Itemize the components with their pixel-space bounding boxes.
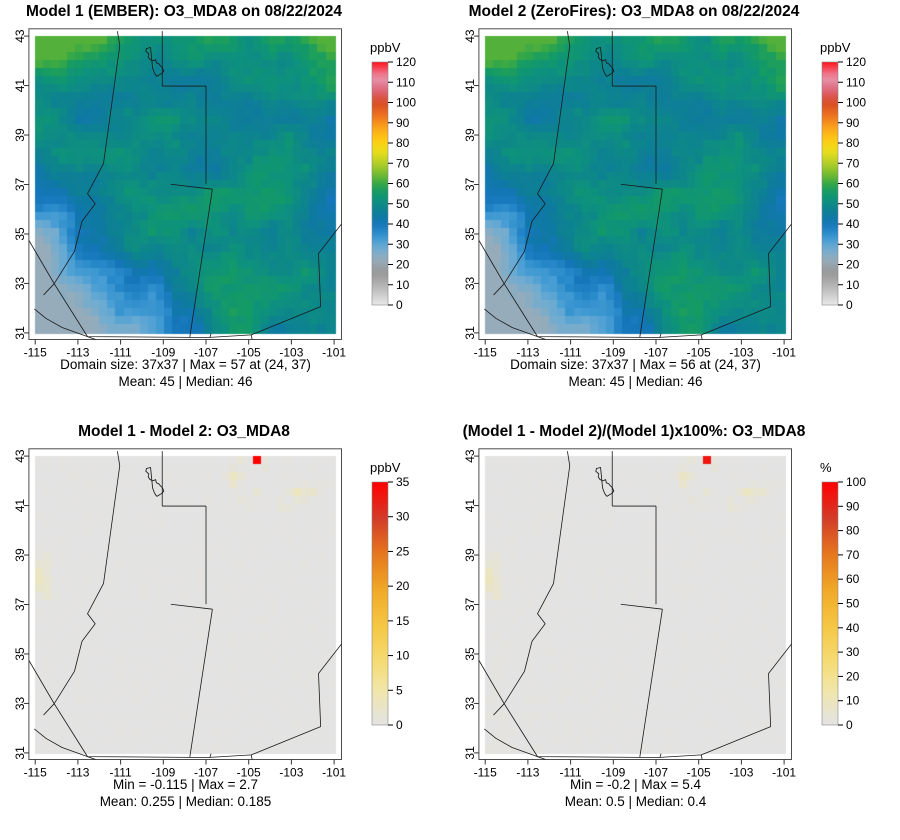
svg-text:0: 0: [846, 298, 853, 312]
svg-text:20: 20: [846, 258, 860, 272]
svg-text:70: 70: [396, 156, 410, 170]
svg-text:ppbV: ppbV: [370, 40, 401, 55]
svg-text:ppbV: ppbV: [820, 40, 851, 55]
svg-text:80: 80: [846, 136, 860, 150]
svg-text:5: 5: [396, 683, 403, 697]
svg-text:30: 30: [846, 237, 860, 251]
svg-text:80: 80: [396, 136, 410, 150]
svg-text:120: 120: [846, 55, 866, 69]
svg-text:0: 0: [846, 718, 853, 732]
svg-text:%: %: [820, 460, 832, 475]
svg-text:30: 30: [396, 510, 410, 524]
svg-text:0: 0: [396, 718, 403, 732]
svg-text:40: 40: [396, 217, 410, 231]
svg-text:60: 60: [396, 177, 410, 191]
svg-text:70: 70: [846, 156, 860, 170]
svg-text:110: 110: [846, 75, 865, 89]
svg-text:30: 30: [396, 237, 410, 251]
svg-text:70: 70: [846, 548, 860, 562]
svg-text:40: 40: [846, 217, 860, 231]
svg-text:30: 30: [846, 645, 860, 659]
svg-text:20: 20: [396, 258, 410, 272]
svg-text:0: 0: [396, 298, 403, 312]
svg-text:ppbV: ppbV: [370, 460, 401, 475]
svg-text:10: 10: [846, 694, 860, 708]
svg-text:90: 90: [846, 499, 860, 513]
svg-text:35: 35: [396, 475, 410, 489]
svg-text:80: 80: [846, 524, 860, 538]
svg-text:90: 90: [396, 116, 410, 130]
svg-text:110: 110: [396, 75, 415, 89]
svg-text:100: 100: [396, 96, 416, 110]
svg-text:25: 25: [396, 544, 410, 558]
svg-text:100: 100: [846, 475, 866, 489]
svg-text:60: 60: [846, 177, 860, 191]
svg-text:15: 15: [396, 614, 410, 628]
svg-text:10: 10: [396, 649, 410, 663]
svg-text:20: 20: [396, 579, 410, 593]
svg-text:100: 100: [846, 96, 866, 110]
svg-text:50: 50: [396, 197, 410, 211]
svg-text:10: 10: [396, 278, 410, 292]
svg-text:40: 40: [846, 621, 860, 635]
svg-text:60: 60: [846, 572, 860, 586]
svg-text:50: 50: [846, 197, 860, 211]
svg-text:120: 120: [396, 55, 416, 69]
svg-text:20: 20: [846, 669, 860, 683]
svg-text:50: 50: [846, 597, 860, 611]
svg-text:90: 90: [846, 116, 860, 130]
svg-text:10: 10: [846, 278, 860, 292]
